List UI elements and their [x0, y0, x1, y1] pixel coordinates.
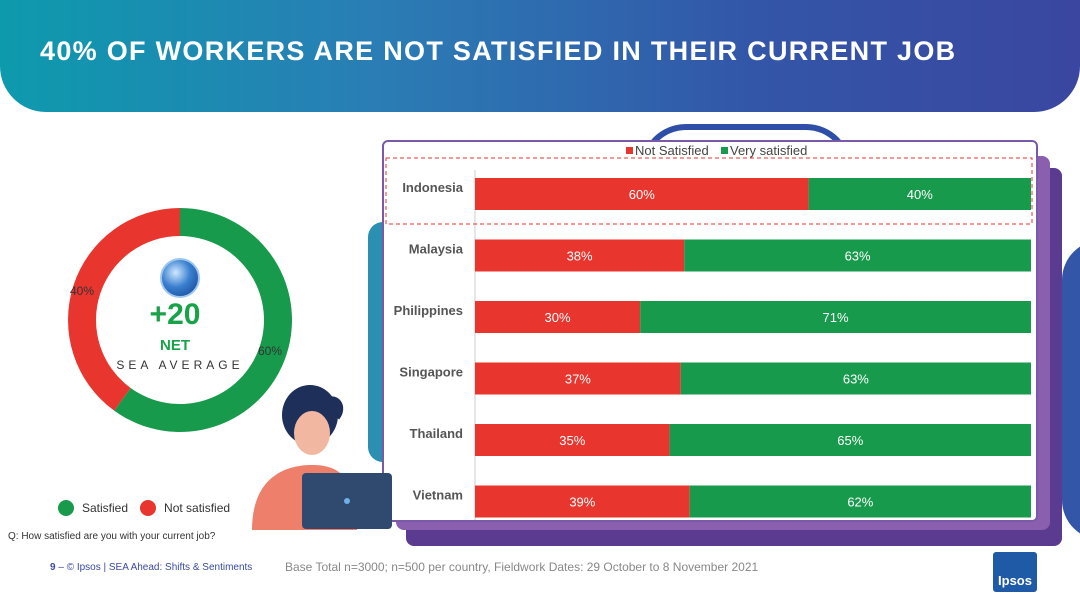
data-label-not-satisfied: 38%: [567, 249, 593, 264]
question-text: Q: How satisfied are you with your curre…: [8, 531, 216, 542]
bar-very-satisfied: [640, 301, 1031, 333]
category-label: Singapore: [399, 365, 463, 380]
bar-not-satisfied: [475, 362, 681, 395]
bar-very-satisfied: [680, 362, 1031, 395]
net-label: NET: [160, 337, 190, 354]
category-label: Thailand: [410, 426, 464, 441]
data-label-very-satisfied: 62%: [847, 495, 873, 510]
footer-separator: –: [55, 562, 67, 573]
legend-item-not-satisfied: Not satisfied: [140, 500, 230, 516]
ipsos-logo: Ipsos: [993, 552, 1037, 592]
category-label: Malaysia: [409, 242, 464, 257]
bar-very-satisfied: [808, 178, 1031, 210]
footer-text: © Ipsos | SEA Ahead: Shifts & Sentiments: [66, 562, 253, 573]
bar-row-thailand: Thailand 35% 65%: [410, 424, 1031, 456]
legend-dot-satisfied: [58, 500, 74, 516]
highlight-box: [385, 157, 1033, 225]
bar-not-satisfied: [475, 424, 670, 456]
legend-label-1: Very satisfied: [730, 143, 807, 158]
legend-swatch-1: [721, 147, 728, 154]
bar-not-satisfied: [475, 485, 690, 518]
legend-label-satisfied: Satisfied: [82, 501, 129, 515]
bar-very-satisfied: [669, 424, 1031, 456]
sea-average-label: SEA AVERAGE: [116, 358, 244, 372]
donut-legend: Satisfied Not satisfied: [58, 500, 242, 516]
bar-not-satisfied: [475, 239, 685, 272]
donut-label-satisfied: 60%: [258, 344, 283, 358]
legend-label-0: Not Satisfied: [635, 143, 709, 158]
bar-not-satisfied: [475, 301, 641, 333]
data-label-very-satisfied: 65%: [837, 433, 863, 448]
decorative-shape-right: [1062, 240, 1080, 540]
category-label: Vietnam: [413, 488, 463, 503]
bar-row-philippines: Philippines 30% 71%: [394, 301, 1031, 333]
page-title: 40% OF WORKERS ARE NOT SATISFIED IN THEI…: [40, 36, 957, 66]
bar-row-vietnam: Vietnam 39% 62%: [413, 485, 1031, 518]
bar-legend: Not Satisfied Very satisfied: [626, 143, 807, 158]
footer-credit: 9 – © Ipsos | SEA Ahead: Shifts & Sentim…: [50, 562, 252, 573]
data-label-not-satisfied: 37%: [565, 372, 591, 387]
globe-icon: [160, 258, 200, 298]
donut-slice-not-satisfied: [67, 208, 180, 411]
data-label-not-satisfied: 60%: [629, 187, 655, 202]
legend-swatch-0: [626, 147, 633, 154]
bar-not-satisfied: [475, 178, 809, 210]
donut-slice-satisfied: [114, 208, 292, 432]
bar-row-indonesia: Indonesia 60% 40%: [385, 157, 1033, 225]
category-label: Philippines: [394, 303, 463, 318]
data-label-very-satisfied: 71%: [823, 310, 849, 325]
bar-row-singapore: Singapore 37% 63%: [399, 362, 1031, 395]
net-value: +20: [149, 298, 201, 331]
data-label-very-satisfied: 63%: [843, 372, 869, 387]
bar-row-malaysia: Malaysia 38% 63%: [409, 239, 1031, 272]
data-label-very-satisfied: 40%: [907, 187, 933, 202]
data-label-very-satisfied: 63%: [845, 249, 871, 264]
donut-label-not-satisfied: 40%: [70, 284, 95, 298]
stressed-worker-illustration: [252, 385, 392, 530]
data-label-not-satisfied: 30%: [545, 310, 571, 325]
category-label: Indonesia: [402, 180, 463, 195]
bar-very-satisfied: [689, 485, 1031, 518]
bar-very-satisfied: [684, 239, 1031, 272]
stacked-bar-chart: Not Satisfied Very satisfied Indonesia 60% 4…: [385, 143, 1033, 520]
legend-label-not-satisfied: Not satisfied: [164, 501, 231, 515]
legend-item-satisfied: Satisfied: [58, 500, 128, 516]
sea-average-donut-chart: [67, 208, 292, 432]
page-number: 9: [50, 562, 56, 573]
data-label-not-satisfied: 39%: [569, 495, 595, 510]
data-label-not-satisfied: 35%: [559, 433, 585, 448]
base-note: Base Total n=3000; n=500 per country, Fi…: [285, 560, 759, 574]
header-banner: [0, 0, 1080, 112]
legend-dot-not-satisfied: [140, 500, 157, 516]
